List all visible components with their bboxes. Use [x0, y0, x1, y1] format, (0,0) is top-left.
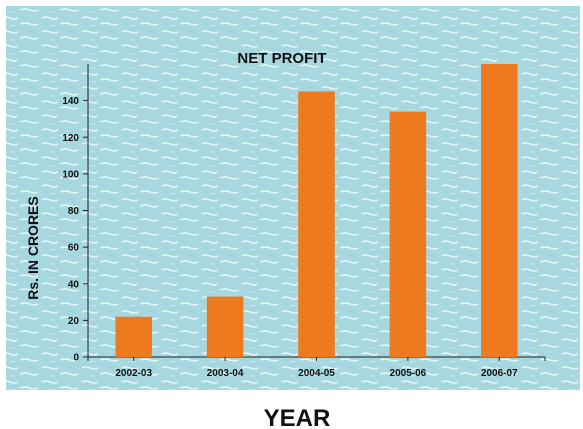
bar-2005-06: [389, 111, 427, 357]
y-tick-label: 100: [62, 169, 79, 180]
x-tick-label: 2005-06: [390, 368, 427, 379]
x-tick-label: 2004-05: [298, 368, 335, 379]
bar-2002-03: [115, 316, 152, 357]
y-tick-label: 80: [68, 206, 80, 217]
x-axis-label: YEAR: [264, 405, 331, 429]
y-axis-ticks: 0 20 40 60 80 100 120 140: [62, 96, 88, 364]
y-tick-label: 140: [62, 96, 79, 107]
x-tick-label: 2006-07: [481, 368, 518, 379]
y-axis-label: Rs. IN CRORES: [25, 196, 41, 299]
y-tick-label: 60: [68, 243, 80, 254]
bar-2006-07: [481, 64, 518, 357]
x-axis-ticks: 2002-03 2003-04 2004-05 2005-06 2006-07: [87, 357, 546, 379]
y-tick-label: 20: [68, 316, 80, 327]
chart-title: NET PROFIT: [237, 50, 326, 67]
bar-2004-05: [298, 91, 335, 357]
bars: [115, 64, 518, 357]
x-tick-label: 2003-04: [207, 368, 244, 379]
x-tick-label: 2002-03: [115, 368, 152, 379]
y-tick-label: 40: [68, 279, 80, 290]
y-tick-label: 0: [73, 353, 79, 364]
bar-2003-04: [206, 296, 244, 357]
y-tick-label: 120: [62, 133, 79, 144]
